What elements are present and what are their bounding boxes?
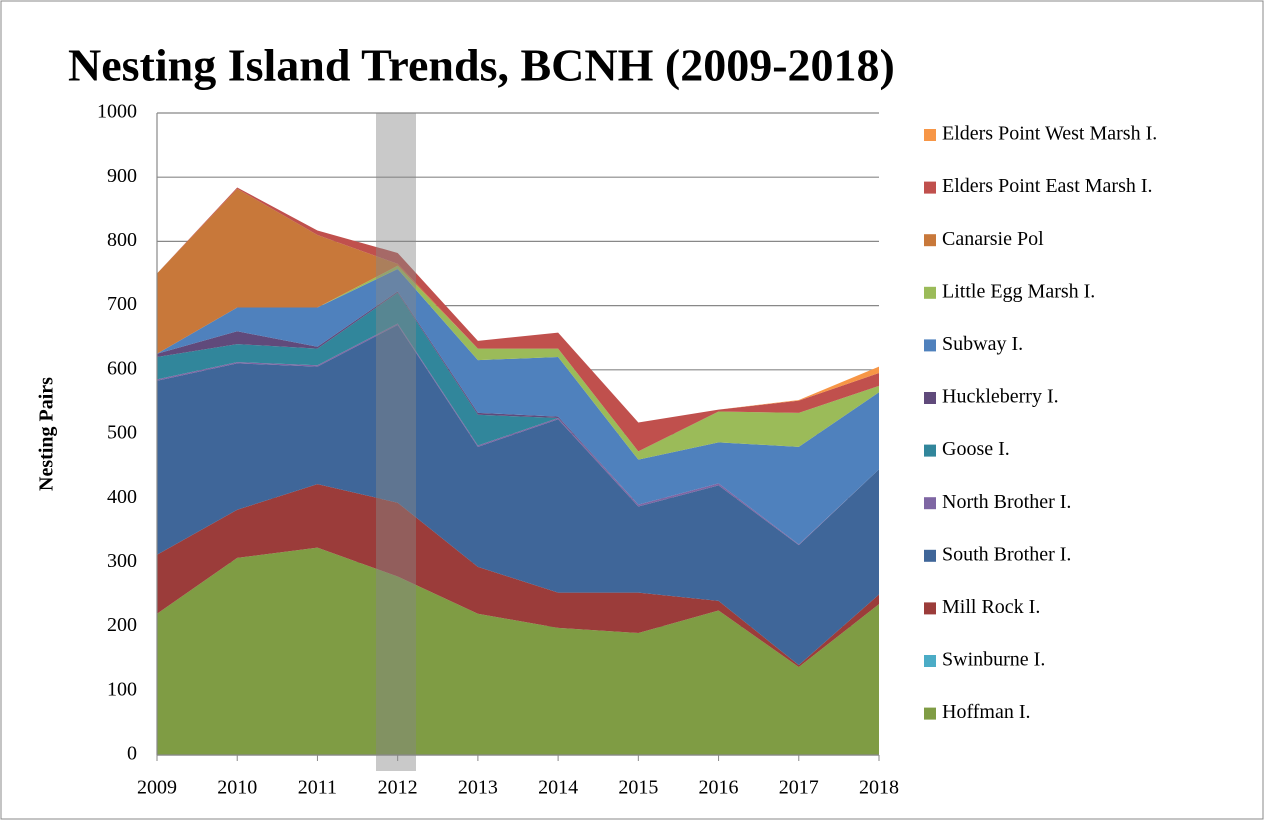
axes: 0 100 200 300 400 500 600 700 800 900 1000 2009 2010… <box>97 101 899 799</box>
area <box>157 292 879 545</box>
x-tick-label: 2017 <box>779 777 819 799</box>
y-tick-label: 300 <box>107 550 137 572</box>
x-tick-label: 2010 <box>217 777 257 799</box>
y-tick-label: 500 <box>107 422 137 444</box>
highlight-band <box>376 113 416 771</box>
legend-label: Goose I. <box>942 438 1010 460</box>
x-tick-label: 2015 <box>618 777 658 799</box>
y-tick-label: 800 <box>107 229 137 251</box>
legend-swatch <box>924 549 936 562</box>
legend-label: Swinburne I. <box>942 649 1045 671</box>
y-tick-label: 400 <box>107 486 137 508</box>
x-tick-label: 2011 <box>298 777 337 799</box>
y-tick-label: 200 <box>107 614 137 636</box>
x-tick-label: 2012 <box>378 777 418 799</box>
legend-swatch <box>924 602 936 615</box>
area <box>157 269 879 545</box>
legend-swatch <box>924 392 936 404</box>
x-tick-label: 2009 <box>137 777 177 799</box>
y-tick-label: 100 <box>107 678 137 700</box>
area <box>157 323 879 546</box>
y-tick-label: 700 <box>107 293 137 315</box>
legend-label: Huckleberry I. <box>942 386 1059 408</box>
legend-label: South Brother I. <box>942 543 1071 565</box>
y-axis-label: Nesting Pairs <box>36 377 58 491</box>
area <box>157 188 879 452</box>
y-tick-label: 900 <box>107 165 137 187</box>
area <box>157 324 879 666</box>
legend-label: Canarsie Pol <box>942 228 1044 250</box>
y-tick-label: 0 <box>127 743 137 765</box>
x-tick-label: 2016 <box>699 777 739 799</box>
y-tick-label: 600 <box>107 357 137 379</box>
legend-swatch <box>924 655 936 667</box>
legend-swatch <box>924 181 936 194</box>
area <box>157 484 879 668</box>
legend-swatch <box>924 444 936 457</box>
x-tick-label: 2014 <box>538 777 578 799</box>
legend: Hoffman I. Swinburne I. Mill Rock I. South … <box>924 123 1157 723</box>
legend-swatch <box>924 339 936 352</box>
legend-swatch <box>924 286 936 299</box>
legend-swatch <box>924 129 936 141</box>
area <box>157 265 879 460</box>
legend-label: Little Egg Marsh I. <box>942 280 1095 302</box>
x-tick-label: 2018 <box>859 777 899 799</box>
legend-label: Hoffman I. <box>942 701 1031 723</box>
legend-label: Subway I. <box>942 333 1023 355</box>
x-tick-label: 2013 <box>458 777 498 799</box>
legend-label: Mill Rock I. <box>942 596 1040 618</box>
area <box>157 547 879 755</box>
y-tick-label: 1000 <box>97 101 137 123</box>
legend-swatch <box>924 497 936 510</box>
legend-label: Elders Point West Marsh I. <box>942 123 1157 145</box>
chart-title: Nesting Island Trends, BCNH (2009-2018) <box>68 40 895 91</box>
areas <box>157 187 879 755</box>
legend-swatch <box>924 707 936 720</box>
legend-swatch <box>924 234 936 247</box>
legend-label: Elders Point East Marsh I. <box>942 175 1153 197</box>
legend-label: North Brother I. <box>942 491 1071 513</box>
